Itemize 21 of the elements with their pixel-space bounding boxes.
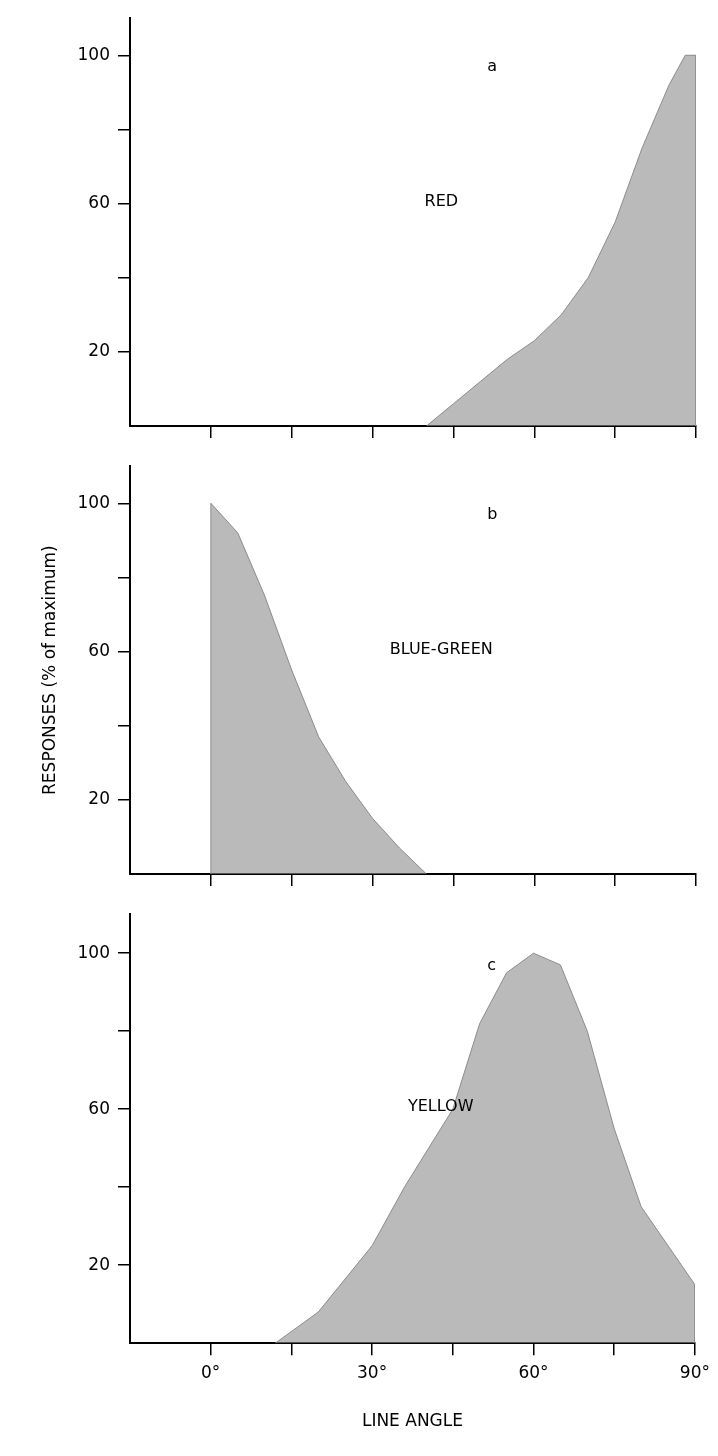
- x-tick-label: 90°: [679, 1361, 710, 1382]
- y-tick-label: 60: [88, 191, 110, 212]
- y-tick-label: 20: [88, 788, 110, 809]
- y-tick-label: 60: [88, 1097, 110, 1118]
- annotation: a: [487, 56, 498, 76]
- x-tick-label: 30°: [357, 1361, 388, 1382]
- x-axis-title: LINE ANGLE: [361, 1410, 464, 1431]
- y-tick-label: 100: [77, 43, 110, 64]
- y-tick-label: 100: [77, 491, 110, 512]
- annotation: RED: [424, 190, 459, 210]
- y-tick-label: 60: [88, 639, 110, 660]
- y-tick-label: 20: [88, 1253, 110, 1274]
- y-axis-title: RESPONSES (% of maximum): [38, 545, 59, 795]
- annotation: b: [487, 504, 498, 524]
- annotation: YELLOW: [406, 1096, 474, 1116]
- y-tick-label: 100: [77, 941, 110, 962]
- y-tick-label: 20: [88, 340, 110, 361]
- annotation: BLUE-GREEN: [389, 638, 493, 658]
- x-tick-label: 0°: [201, 1361, 221, 1382]
- x-tick-label: 60°: [518, 1361, 549, 1382]
- annotation: c: [487, 954, 496, 974]
